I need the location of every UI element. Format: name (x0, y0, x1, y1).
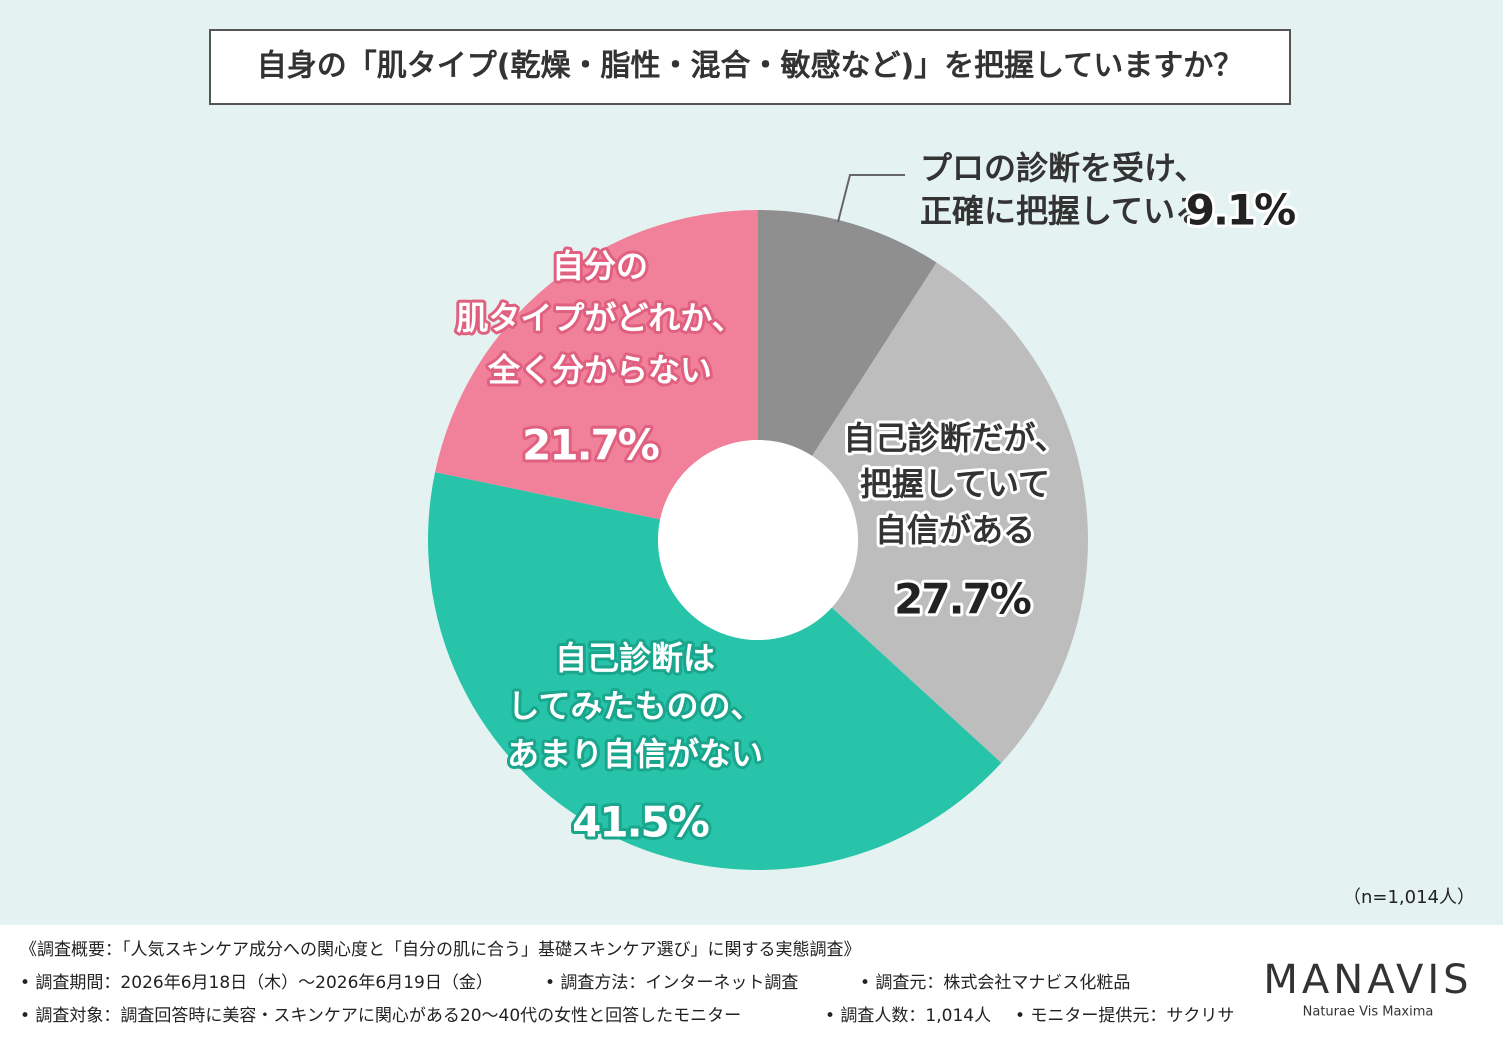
footer-text: • 調査対象：調査回答時に美容・スキンケアに関心がある20～40代の女性と回答し… (20, 1006, 741, 1026)
slice-label: あまり自信がない (507, 735, 763, 773)
donut-slice (435, 209, 758, 520)
footer-text: • 調査方法：インターネット調査 (545, 973, 798, 993)
slice-label: してみたものの、 (507, 687, 762, 725)
slice-label: 全く分からない (487, 351, 712, 389)
donut-slice (812, 262, 1088, 763)
value-label: 41.5% (572, 798, 709, 847)
donut-hole (658, 440, 858, 640)
slice-label: 把握していて (860, 465, 1050, 503)
slice-label: 正確に把握している (920, 192, 1207, 230)
donut (427, 209, 1088, 870)
logo: MANAVIS (1263, 957, 1472, 1003)
value-label: 9.1% (1186, 186, 1295, 235)
leader-line (837, 174, 905, 223)
tagline: Naturae Vis Maxima (1303, 1005, 1434, 1020)
slice-label: 肌タイプがどれか、 (456, 299, 743, 337)
footer-text: • 調査期間：2026年6月18日（木）～2026年6月19日（金） (20, 973, 493, 993)
slice-label: 自分の (552, 247, 648, 285)
value-label: 21.7% (522, 421, 659, 470)
slice-label: 自己診断は (555, 639, 715, 677)
chart-title: 自身の「肌タイプ(乾燥・脂性・混合・敏感など)」を把握していますか？ (257, 49, 1244, 84)
donut-slice (758, 210, 937, 456)
title-box (209, 29, 1291, 105)
footer-text: • モニター提供元：サクリサ (1015, 1006, 1234, 1026)
sample-note: （n=1,014人） (1343, 887, 1475, 908)
footer-band (0, 925, 1503, 1046)
slice-label: 自信がある (875, 511, 1035, 549)
footer-text: 《調査概要：「人気スキンケア成分への関心度と「自分の肌に合う」基礎スキンケア選び… (20, 940, 860, 960)
donut-slice (427, 472, 1002, 870)
slice-label: プロの診断を受け、 (920, 149, 1206, 187)
footer-text: • 調査元：株式会社マナビス化粧品 (860, 973, 1130, 993)
footer-text: • 調査人数：1,014人 (825, 1006, 991, 1026)
value-label: 27.7% (894, 575, 1031, 624)
slice-label: 自己診断だが、 (843, 419, 1066, 457)
